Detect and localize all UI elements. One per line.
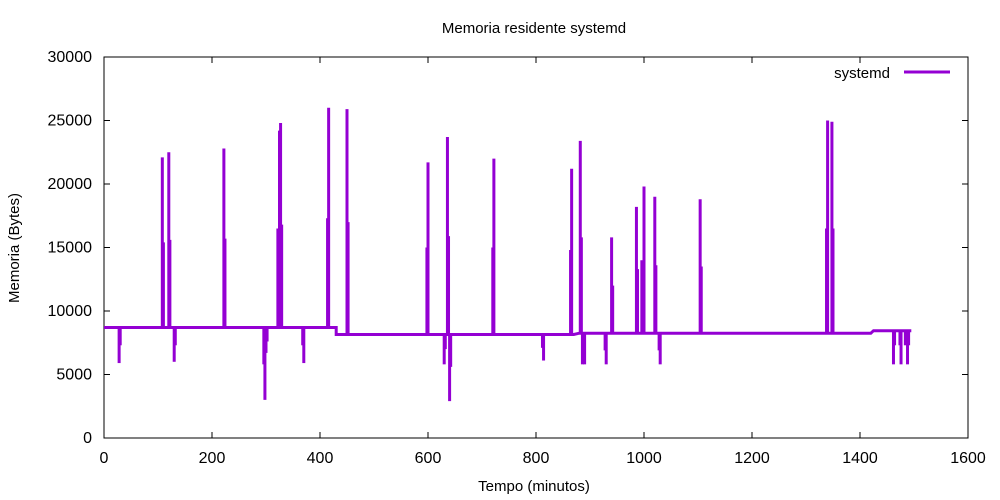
x-tick-label: 400 <box>307 450 334 467</box>
x-tick-label: 1000 <box>626 450 662 467</box>
x-tick-label: 0 <box>100 450 109 467</box>
legend-label-systemd: systemd <box>834 65 890 82</box>
chart-title: Memoria residente systemd <box>442 20 626 37</box>
y-tick-label: 30000 <box>48 49 93 66</box>
series-line-systemd <box>104 326 912 336</box>
legend: systemd <box>834 65 950 82</box>
x-tick-label: 1200 <box>734 450 770 467</box>
y-tick-label: 5000 <box>56 367 92 384</box>
axis-ticks: 0 200 400 600 800 1000 1200 1400 1600 0 5000 10000 1… <box>48 49 986 467</box>
y-tick-label: 10000 <box>48 303 93 320</box>
x-tick-label: 1600 <box>950 450 986 467</box>
y-axis-label: Memoria (Bytes) <box>6 193 23 303</box>
plot-area <box>103 56 969 439</box>
y-tick-label: 15000 <box>48 240 93 257</box>
x-tick-label: 600 <box>415 450 442 467</box>
x-tick-label: 1400 <box>842 450 878 467</box>
y-tick-label: 25000 <box>48 113 93 130</box>
x-axis-label: Tempo (minutos) <box>478 478 590 495</box>
x-tick-label: 800 <box>523 450 550 467</box>
x-tick-label: 200 <box>199 450 226 467</box>
y-tick-label: 20000 <box>48 176 93 193</box>
y-tick-label: 0 <box>83 430 92 447</box>
